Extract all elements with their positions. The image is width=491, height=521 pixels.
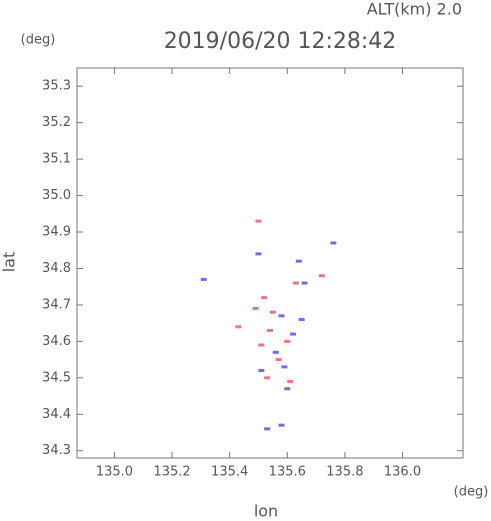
echo (284, 339, 291, 343)
echo (255, 219, 262, 223)
x-tick-label: 135.6 (269, 465, 306, 480)
y-tick-label: 35.3 (42, 79, 71, 94)
y-tick-label: 35.2 (42, 115, 71, 130)
y-unit: (deg) (21, 33, 56, 48)
echo (272, 350, 279, 354)
y-tick-label: 35.1 (42, 152, 71, 167)
echo (252, 307, 259, 311)
x-tick-label: 135.8 (326, 465, 363, 480)
y-tick-label: 35.0 (42, 188, 71, 203)
echo (200, 277, 207, 281)
echo (261, 296, 268, 300)
echo (258, 369, 265, 373)
echo (301, 281, 308, 285)
x-tick-label: 135.0 (96, 465, 133, 480)
chart-title: 2019/06/20 12:28:42 (164, 29, 397, 54)
echo (281, 365, 288, 369)
plot-frame (76, 67, 464, 459)
echo (290, 332, 297, 336)
x-tick-label: 135.2 (153, 465, 190, 480)
echo (235, 325, 242, 329)
y-tick-label: 34.7 (42, 297, 71, 312)
echo (330, 241, 337, 245)
echo (267, 328, 273, 332)
y-tick-label: 34.9 (42, 225, 71, 240)
echo (264, 376, 271, 380)
x-tick-label: 135.4 (211, 465, 248, 480)
altitude: ALT(km) 2.0 (367, 0, 462, 19)
echo (278, 314, 285, 318)
y-tick-label: 34.3 (42, 443, 71, 458)
echo (278, 423, 285, 427)
y-tick-label: 34.6 (42, 334, 71, 349)
x-axis-label: lon (254, 502, 278, 521)
echo (318, 274, 325, 278)
echo (287, 379, 294, 383)
echo (275, 358, 282, 362)
x-unit: (deg) (454, 485, 489, 500)
echo (258, 343, 265, 347)
echo (292, 281, 299, 285)
echo (284, 387, 291, 391)
y-axis-label: lat (0, 252, 19, 273)
x-tick-label: 136.0 (384, 465, 421, 480)
echo (298, 317, 305, 321)
y-tick-label: 34.5 (42, 370, 71, 385)
echo (264, 427, 271, 431)
y-tick-label: 34.8 (42, 261, 71, 276)
echo (269, 310, 276, 314)
y-tick-label: 34.4 (42, 407, 71, 422)
echo (295, 259, 302, 263)
echo (255, 252, 262, 256)
